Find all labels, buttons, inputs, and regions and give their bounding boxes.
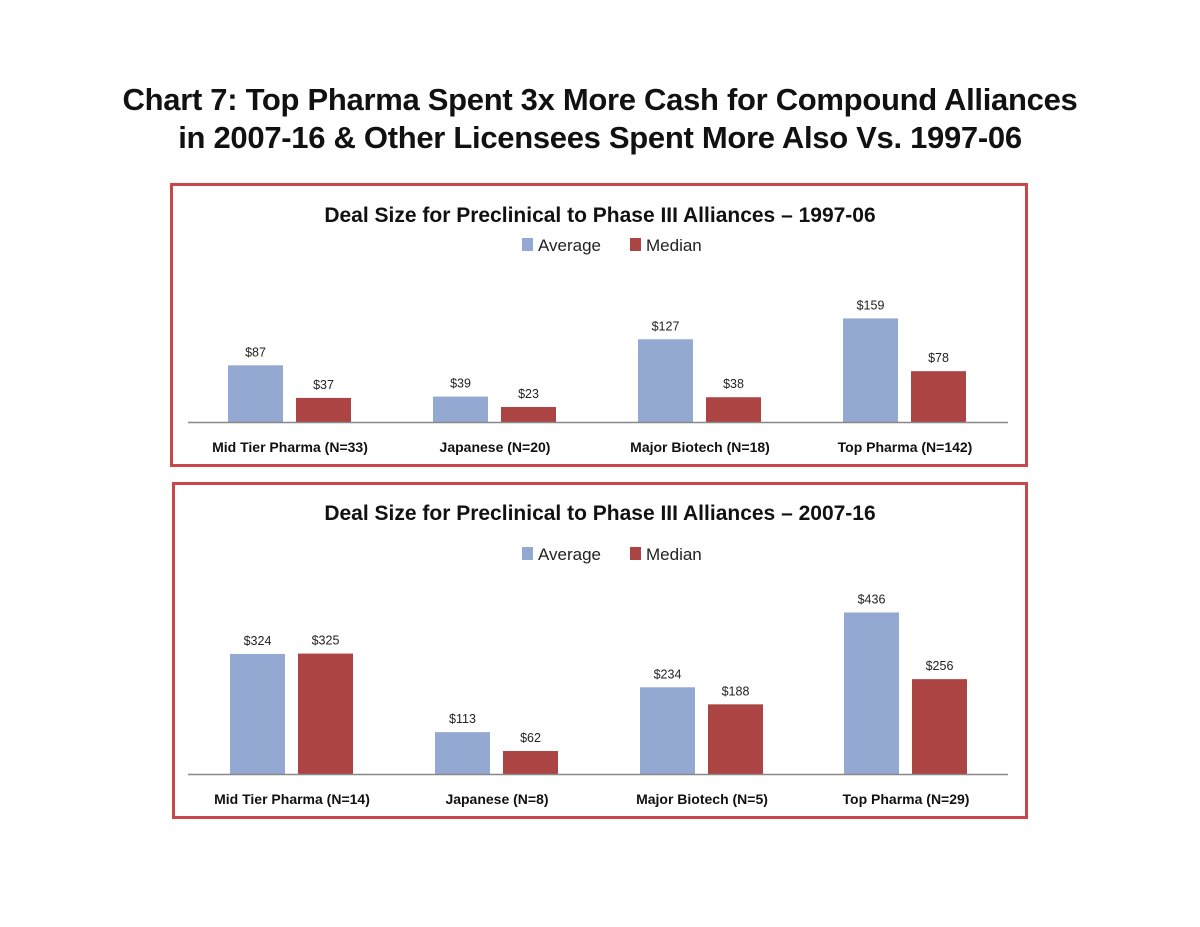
category-label: Japanese (N=8) — [445, 791, 548, 807]
data-label: $78 — [928, 351, 949, 365]
bar-average — [433, 396, 488, 422]
chart-panel-1997-06 — [170, 183, 1028, 467]
category-label: Mid Tier Pharma (N=14) — [214, 791, 370, 807]
bar-average — [435, 732, 490, 774]
bar-median — [706, 397, 761, 422]
data-label: $23 — [518, 387, 539, 401]
data-label: $159 — [857, 298, 885, 312]
data-label: $256 — [926, 659, 954, 673]
bar-median — [708, 704, 763, 774]
bar-median — [298, 653, 353, 774]
category-label: Major Biotech (N=18) — [630, 439, 770, 455]
data-label: $87 — [245, 345, 266, 359]
bar-median — [501, 407, 556, 422]
data-label: $113 — [449, 712, 476, 726]
data-label: $62 — [520, 731, 541, 745]
data-label: $188 — [722, 684, 750, 698]
bar-average — [230, 653, 285, 774]
main-title-line-2: in 2007-16 & Other Licensees Spent More … — [178, 120, 1022, 155]
bar-average — [228, 365, 283, 422]
legend-swatch-average — [522, 547, 533, 560]
data-label: $436 — [858, 592, 886, 606]
bar-average — [640, 687, 695, 774]
data-label: $127 — [652, 319, 680, 333]
data-label: $37 — [313, 378, 334, 392]
legend-label-median: Median — [646, 545, 702, 564]
category-label: Top Pharma (N=142) — [838, 439, 973, 455]
data-label: $39 — [450, 377, 471, 391]
main-title-line-1: Chart 7: Top Pharma Spent 3x More Cash f… — [122, 82, 1078, 117]
chart-title: Deal Size for Preclinical to Phase III A… — [324, 502, 875, 525]
chart-panel-2007-16 — [172, 482, 1028, 819]
category-label: Top Pharma (N=29) — [843, 791, 970, 807]
bar-average — [843, 318, 898, 422]
data-label: $38 — [723, 377, 744, 391]
bar-median — [911, 371, 966, 422]
legend-label-median: Median — [646, 236, 702, 255]
legend-label-average: Average — [538, 545, 601, 564]
category-label: Japanese (N=20) — [440, 439, 551, 455]
bar-median — [503, 751, 558, 774]
legend-swatch-median — [630, 547, 641, 560]
data-label: $234 — [654, 667, 682, 681]
chart-title: Deal Size for Preclinical to Phase III A… — [324, 204, 875, 227]
bar-average — [638, 339, 693, 422]
data-label: $325 — [312, 634, 340, 648]
category-label: Major Biotech (N=5) — [636, 791, 768, 807]
data-label: $324 — [244, 634, 272, 648]
category-label: Mid Tier Pharma (N=33) — [212, 439, 368, 455]
bar-average — [844, 612, 899, 774]
bar-median — [296, 397, 351, 422]
bar-median — [912, 679, 967, 774]
legend-swatch-average — [522, 238, 533, 251]
legend-label-average: Average — [538, 236, 601, 255]
legend-swatch-median — [630, 238, 641, 251]
